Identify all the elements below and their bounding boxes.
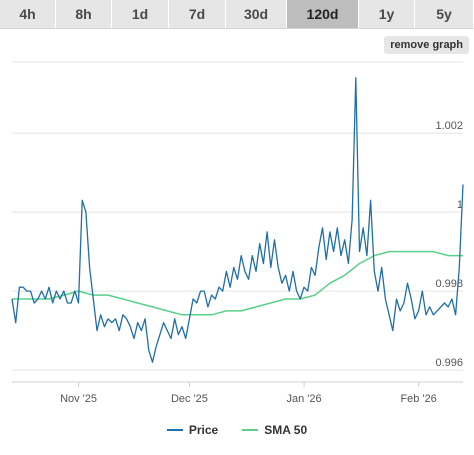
legend-price-label: Price <box>188 423 219 437</box>
series-lines <box>11 77 464 363</box>
tab-1y[interactable]: 1y <box>359 0 415 29</box>
sma-swatch <box>242 429 259 431</box>
time-range-tabs: 4h 8h 1d 7d 30d 120d 1y 5y <box>0 0 474 30</box>
y-axis-ticks: 0.996 0.998 1 1.002 <box>435 120 463 369</box>
y-tick-label: 0.998 <box>435 278 463 290</box>
price-line <box>11 77 464 363</box>
legend-item-price[interactable]: Price <box>166 423 219 437</box>
tab-7d[interactable]: 7d <box>169 0 226 29</box>
x-tick-label: Dec '25 <box>171 393 208 405</box>
legend-sma-label: SMA 50 <box>264 423 308 437</box>
x-axis-ticks: Nov '25 Dec '25 Jan '26 Feb '26 <box>60 382 437 405</box>
tab-8h[interactable]: 8h <box>56 0 112 29</box>
tab-5y[interactable]: 5y <box>415 0 474 29</box>
x-tick-label: Jan '26 <box>286 393 321 405</box>
y-tick-label: 1 <box>457 199 463 211</box>
tab-4h[interactable]: 4h <box>0 0 56 29</box>
x-tick-label: Feb '26 <box>400 393 436 405</box>
tab-1d[interactable]: 1d <box>112 0 169 29</box>
tab-30d[interactable]: 30d <box>226 0 287 29</box>
legend-item-sma[interactable]: SMA 50 <box>242 423 307 437</box>
sma-50-line <box>12 250 463 316</box>
grid-lines <box>12 61 463 383</box>
remove-graph-button[interactable]: remove graph <box>384 36 469 54</box>
tab-120d[interactable]: 120d <box>287 0 359 29</box>
x-tick-label: Nov '25 <box>60 393 97 405</box>
y-tick-label: 1.002 <box>435 120 463 132</box>
price-swatch <box>166 429 183 431</box>
chart-legend: Price SMA 50 <box>0 420 474 440</box>
y-tick-label: 0.996 <box>435 357 463 369</box>
price-chart: 0.996 0.998 1 1.002 Nov '25 Dec '25 Jan '26 Fe… <box>11 61 464 405</box>
